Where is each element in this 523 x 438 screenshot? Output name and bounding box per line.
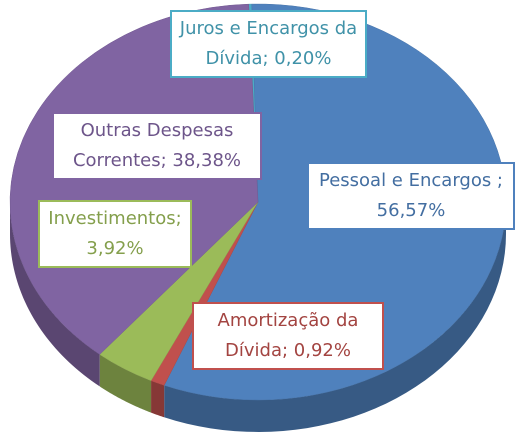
data-label: Juros e Encargos da Dívida; 0,20% (170, 10, 367, 78)
data-label: Amortização da Dívida; 0,92% (192, 302, 384, 370)
slice-side (10, 202, 100, 387)
data-label: Pessoal e Encargos ; 56,57% (307, 162, 515, 230)
slice-side (164, 202, 506, 432)
slice-side (99, 354, 152, 413)
data-label: Outras Despesas Correntes; 38,38% (52, 112, 262, 180)
slice-side (151, 380, 165, 418)
data-label: Investimentos; 3,92% (38, 200, 192, 268)
